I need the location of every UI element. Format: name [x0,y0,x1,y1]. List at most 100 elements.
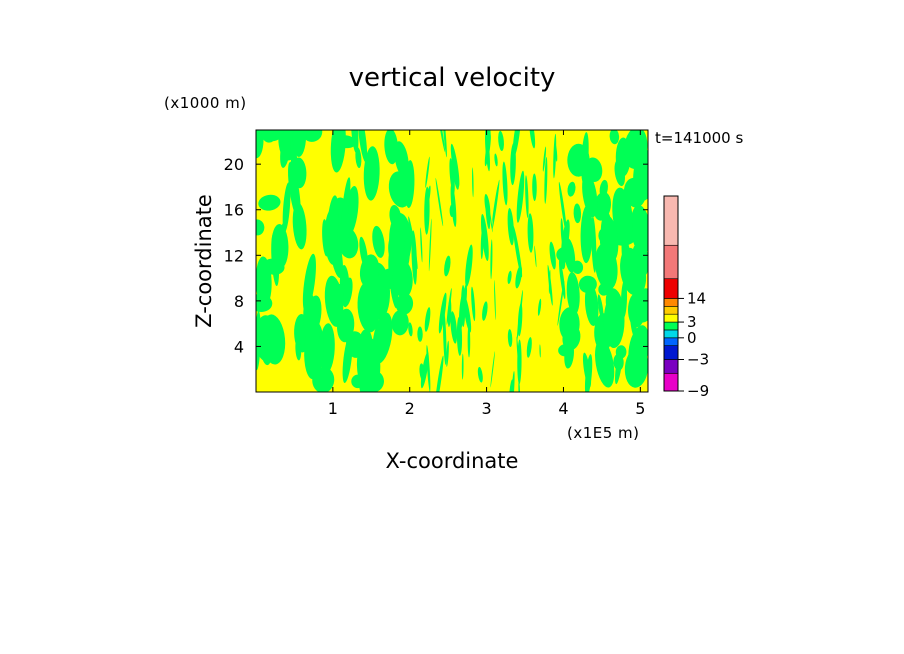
x-axis-label: X-coordinate [386,449,519,473]
contour-region [557,280,565,326]
x-tick-label: 3 [481,399,491,418]
contour-region [357,281,380,333]
contour-region [526,337,532,358]
colorbar-band [663,329,679,339]
contour-region [372,225,385,258]
contour-region [516,336,520,373]
contour-region [442,310,447,365]
contour-region [419,363,425,381]
contour-region [328,227,343,279]
contour-region [549,241,556,270]
contour-region [446,340,449,367]
contour-region [567,143,590,177]
contour-region [517,303,523,337]
contour-region [620,247,644,296]
colorbar-band [663,298,679,307]
contour-region [516,170,525,223]
contour-region [271,223,289,269]
colorbar-label: 0 [687,329,697,347]
contour-region [498,130,504,152]
contour-region [261,130,277,143]
x-tick-label: 2 [405,399,415,418]
contour-region [461,353,464,380]
y-unit-label: (x1000 m) [164,94,247,112]
contour-region [629,296,637,337]
contour-region [591,216,597,273]
y-tick-label: 12 [224,246,244,265]
contour-region [322,219,329,257]
contour-region [553,133,557,179]
contour-region [337,308,355,343]
contour-region [484,134,491,167]
contour-region [507,207,514,246]
contour-region [605,288,623,321]
contour-region [449,158,455,194]
contour-region [490,239,493,280]
contour-field [256,130,648,392]
contour-region [597,294,604,322]
contour-region [527,213,534,253]
contour-region [623,177,646,208]
contour-region [258,194,281,211]
contour-region [623,130,648,169]
contour-region [609,130,620,145]
contour-region [280,131,291,168]
contour-region [391,310,409,336]
contour-region [256,130,264,159]
contour-region [518,380,521,392]
contour-region [492,184,499,222]
contour-region [465,244,473,288]
contour-region [612,187,633,244]
contour-region [411,230,417,285]
contour-region [288,161,301,220]
colorbar-band [663,244,679,280]
contour-region [256,219,265,236]
contour-region [509,379,513,392]
contour-region [614,159,625,187]
contour-region [301,130,323,142]
contour-region [388,171,412,208]
y-axis-label: Z-coordinate [192,194,216,328]
contour-region [303,293,320,352]
contour-region [395,293,414,315]
contour-region [559,307,580,342]
contour-region [515,265,522,289]
contour-region [256,256,272,308]
contour-region [529,130,536,149]
colorbar-band [663,359,679,374]
contour-region [355,147,362,168]
colorbar-band [663,345,679,360]
contour-region [507,329,513,347]
y-tick-label: 8 [234,292,244,311]
plot-frame [255,129,649,393]
contour-region [624,347,648,388]
contour-region [492,179,500,230]
contour-region [467,324,471,358]
colorbar-band [663,306,679,315]
contour-region [394,141,409,177]
colorbar-label: 14 [687,289,706,307]
contour-region [513,226,523,278]
colorbar-frame [663,195,679,392]
contour-region [580,205,593,264]
colorbar-band [663,313,679,323]
contour-region [544,156,548,204]
contour-region [425,156,430,188]
contour-region [336,222,350,245]
contour-region [537,298,542,316]
contour-region [295,336,302,361]
contour-region [341,177,351,228]
contour-region [447,298,452,328]
contour-region [511,371,515,392]
contour-region [534,245,537,268]
contour-region [389,204,402,229]
contour-region [560,218,564,246]
contour-region [601,215,619,262]
contour-region [615,345,623,385]
colorbar-band [663,278,679,299]
contour-region [408,322,413,337]
time-label: t=141000 s [655,129,743,147]
x-axis: 1 2 3 4 5 [328,130,645,418]
contour-region [356,336,381,392]
